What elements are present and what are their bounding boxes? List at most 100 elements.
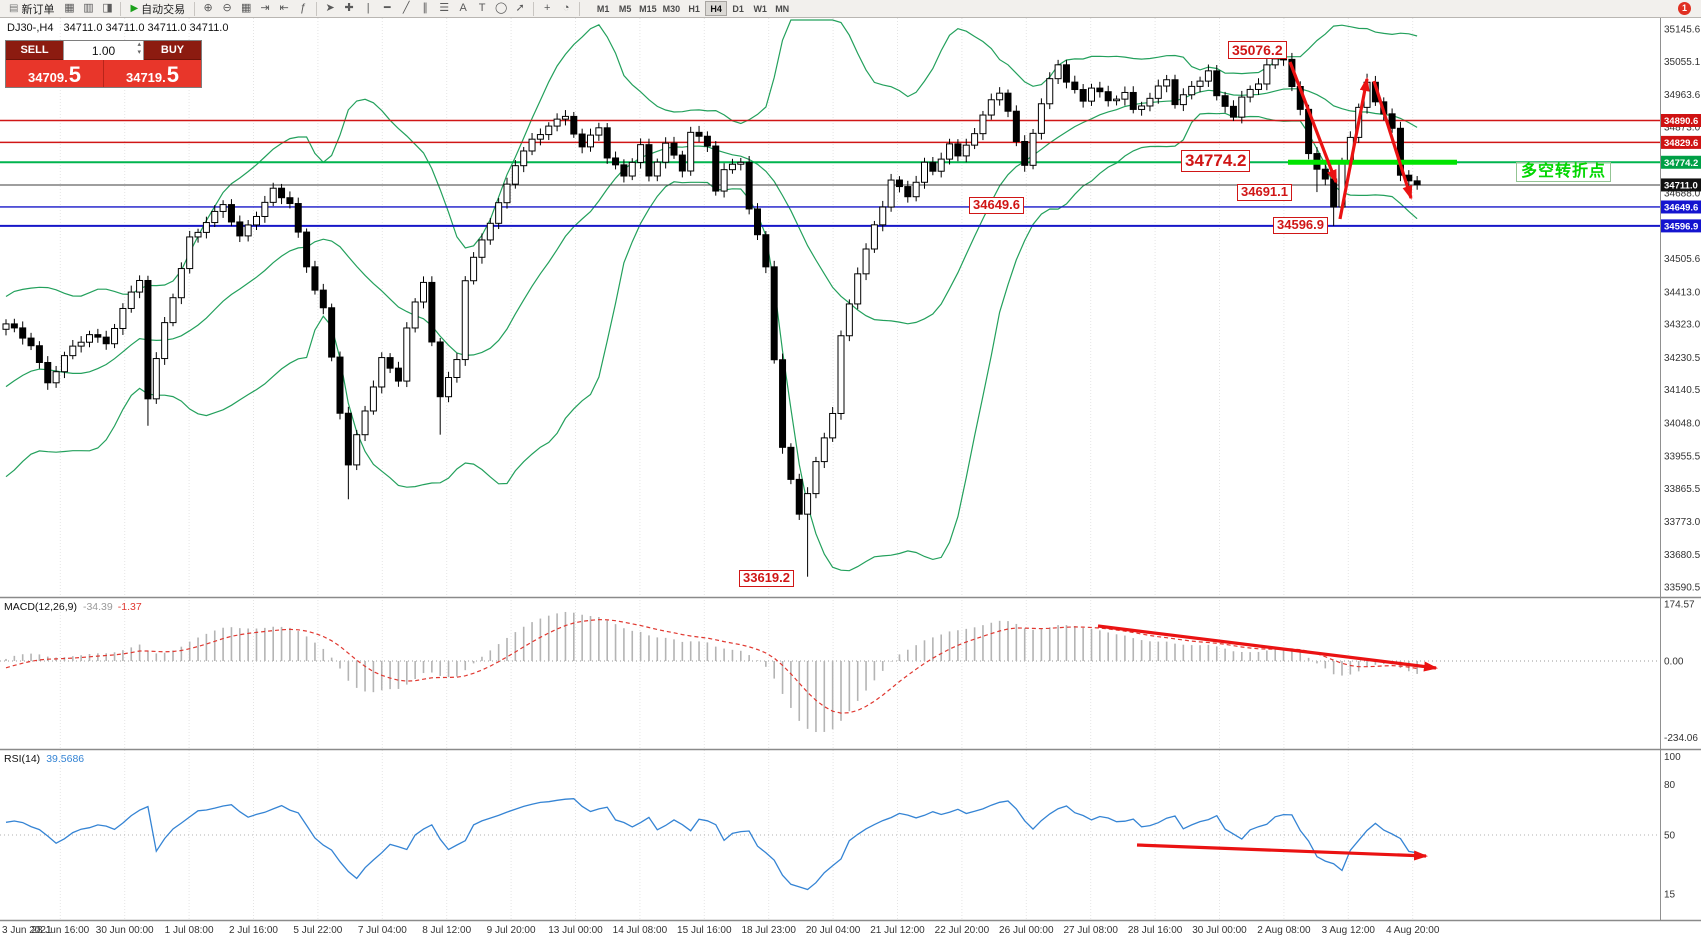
turning-point-label[interactable]: 多空转折点 (1516, 162, 1612, 182)
lot-spinner[interactable]: ▴ ▾ (137, 41, 141, 57)
svg-text:34829.6: 34829.6 (1664, 138, 1698, 149)
svg-text:30 Jul 00:00: 30 Jul 00:00 (1192, 925, 1247, 936)
svg-text:33773.0: 33773.0 (1664, 517, 1701, 528)
svg-text:50: 50 (1664, 831, 1676, 842)
zoom-out-icon[interactable]: ⊖ (222, 1, 232, 14)
candlesticks (2, 52, 1421, 577)
svg-text:33865.5: 33865.5 (1664, 484, 1701, 495)
timeframe-h1[interactable]: H1 (688, 4, 700, 14)
macd-axis[interactable]: 174.57 0.00 -234.06 (1664, 600, 1698, 744)
rsi-line (5, 798, 1418, 891)
toolbar-separator (533, 1, 535, 16)
buy-button[interactable]: BUY (144, 41, 201, 60)
auto-trading-button-label: 自动交易 (141, 3, 186, 16)
auto-trading-button[interactable]: ▶ 自动交易 (125, 1, 190, 17)
timeframe-h4[interactable]: H4 (705, 1, 728, 16)
add-indicator-icon[interactable]: + (543, 1, 551, 14)
auto-trading-icon: ▶ (130, 3, 139, 14)
price-annotation[interactable]: 34774.2 (1181, 150, 1251, 172)
new-order-icon: ▤ (9, 3, 19, 14)
svg-text:0.00: 0.00 (1664, 657, 1684, 668)
price-annotation[interactable]: 34691.1 (1237, 184, 1292, 201)
tile-windows-icon[interactable]: ▦ (240, 1, 252, 14)
svg-text:34323.0: 34323.0 (1664, 320, 1701, 331)
text-icon[interactable]: A (459, 1, 467, 14)
buy-price-button[interactable]: 34719. 5 (104, 60, 201, 87)
svg-text:34963.6: 34963.6 (1664, 90, 1701, 101)
zoom-in-icon[interactable]: ⊕ (203, 1, 213, 14)
shapes-icon[interactable]: ◯ (495, 1, 508, 14)
panel-separators[interactable] (0, 596, 1701, 922)
svg-text:9 Jul 20:00: 9 Jul 20:00 (487, 925, 536, 936)
charts-grid-icon[interactable]: ▦ (64, 1, 75, 14)
timeframe-m15[interactable]: M15 (639, 4, 657, 14)
buy-price-pip: 5 (166, 62, 179, 88)
horizontal-line-objects[interactable] (0, 119, 1660, 227)
sell-price-button[interactable]: 34709. 5 (6, 60, 103, 87)
arrows-tool-icon[interactable]: ➚ (515, 1, 525, 14)
one-click-trade-panel: SELL 1.00 ▴ ▾ BUY 34709. 5 34719. 5 (5, 40, 202, 88)
vertical-line-icon[interactable]: | (366, 1, 370, 14)
spin-down-icon[interactable]: ▾ (137, 49, 141, 56)
lot-value: 1.00 (91, 43, 116, 58)
svg-text:21 Jul 12:00: 21 Jul 12:00 (870, 925, 925, 936)
auto-scroll-icon[interactable]: ⇥ (260, 1, 270, 14)
price-axis[interactable]: 35145.635055.134963.634873.034780.534688… (1660, 18, 1701, 921)
price-divider (103, 60, 104, 87)
svg-text:28 Jun 16:00: 28 Jun 16:00 (31, 925, 89, 936)
timeframe-m1[interactable]: M1 (596, 4, 610, 14)
price-annotation[interactable]: 35076.2 (1228, 41, 1287, 60)
profiles-icon[interactable]: ▥ (83, 1, 94, 14)
indicators-icon[interactable]: ƒ (300, 1, 307, 14)
market-watch-icon[interactable]: ◨ (102, 1, 113, 14)
svg-text:35055.1: 35055.1 (1664, 57, 1701, 68)
timeframe-d1[interactable]: D1 (732, 4, 744, 14)
timeframe-m5[interactable]: M5 (618, 4, 632, 14)
sell-price: 34709. (27, 70, 68, 85)
svg-text:34596.9: 34596.9 (1664, 221, 1698, 232)
svg-text:34890.6: 34890.6 (1664, 116, 1698, 127)
trend-arrows[interactable] (1097, 61, 1438, 861)
svg-text:18 Jul 23:00: 18 Jul 23:00 (741, 925, 796, 936)
ohlc-values: 34711.0 34711.0 34711.0 34711.0 (63, 22, 229, 34)
macd-name: MACD(12,26,9) (4, 601, 77, 613)
periods-icon[interactable]: ◔ (562, 1, 570, 14)
svg-text:30 Jun 00:00: 30 Jun 00:00 (96, 925, 154, 936)
timeframe-w1[interactable]: W1 (753, 4, 767, 14)
price-annotation[interactable]: 34596.9 (1273, 217, 1328, 234)
equidistant-channel-icon[interactable]: ∥ (422, 1, 428, 14)
cursor-icon[interactable]: ➤ (325, 1, 335, 14)
svg-text:34649.6: 34649.6 (1664, 202, 1698, 213)
timeframe-m30[interactable]: M30 (662, 4, 681, 14)
svg-text:34505.6: 34505.6 (1664, 254, 1701, 265)
toolbar-separator (194, 1, 196, 16)
text-label-icon[interactable]: T (478, 1, 486, 14)
timeframe-mn[interactable]: MN (775, 4, 790, 14)
svg-text:15: 15 (1664, 889, 1676, 900)
price-annotation[interactable]: 34649.6 (969, 197, 1024, 214)
macd-indicator-label: MACD(12,26,9) -34.39 -1.37 (4, 601, 142, 613)
svg-text:34413.0: 34413.0 (1664, 287, 1701, 298)
chart-shift-icon[interactable]: ⇤ (279, 1, 289, 14)
spin-up-icon[interactable]: ▴ (137, 41, 141, 48)
bollinger-bands (5, 19, 1418, 572)
trendline-icon[interactable]: ╱ (402, 1, 410, 14)
svg-text:34774.2: 34774.2 (1664, 158, 1698, 169)
sell-button[interactable]: SELL (6, 41, 63, 60)
lot-size-input[interactable]: 1.00 ▴ ▾ (63, 41, 144, 60)
svg-text:34140.5: 34140.5 (1664, 385, 1701, 396)
price-annotation[interactable]: 33619.2 (739, 570, 794, 587)
fibonacci-icon[interactable]: ☰ (439, 1, 450, 14)
svg-text:33590.5: 33590.5 (1664, 583, 1701, 594)
new-order-button[interactable]: ▤ 新订单 (4, 1, 59, 17)
horizontal-line-icon[interactable]: ━ (383, 1, 391, 14)
macd-signal-value: -1.37 (117, 601, 142, 613)
notification-badge[interactable]: 1 (1678, 2, 1691, 15)
svg-text:15 Jul 16:00: 15 Jul 16:00 (677, 925, 732, 936)
rsi-axis[interactable]: 100 80 50 15 (1664, 752, 1681, 900)
toolbar-separator (579, 1, 581, 16)
svg-text:1 Jul 08:00: 1 Jul 08:00 (165, 925, 214, 936)
crosshair-icon[interactable]: ✚ (344, 1, 354, 14)
